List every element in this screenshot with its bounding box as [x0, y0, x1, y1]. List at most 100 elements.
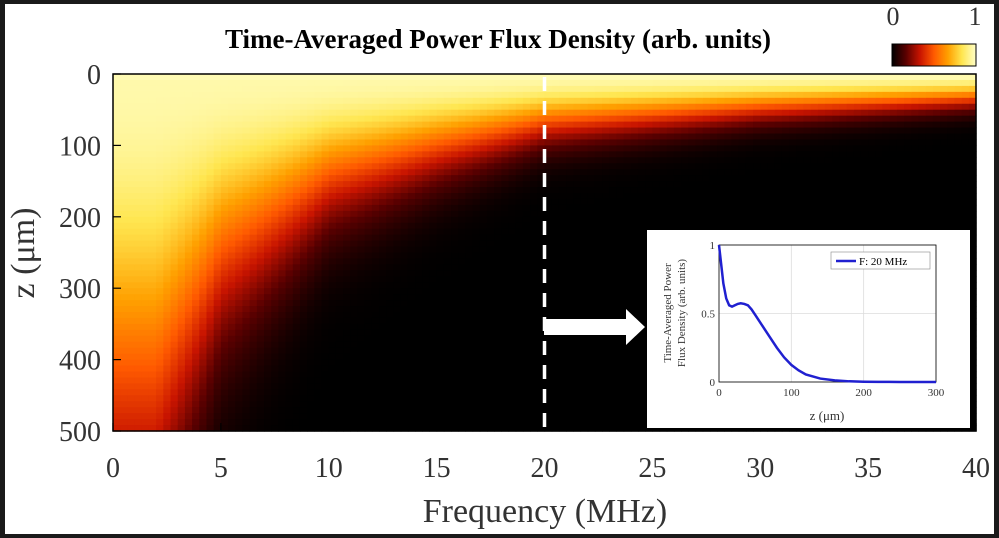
heatmap-cell	[228, 175, 236, 182]
heatmap-cell	[113, 115, 121, 123]
heatmap-cell	[134, 288, 143, 295]
heatmap-cell	[587, 401, 596, 408]
heatmap-cell	[328, 347, 337, 355]
heatmap-cell	[292, 109, 301, 117]
heatmap-cell	[501, 288, 510, 295]
heatmap-cell	[321, 383, 330, 390]
heatmap-cell	[206, 341, 215, 349]
heatmap-cell	[256, 425, 265, 432]
heatmap-cell	[278, 425, 287, 432]
heatmap-cell	[501, 419, 510, 426]
heatmap-cell	[580, 377, 589, 384]
heatmap-cell	[530, 300, 538, 307]
heatmap-cell	[335, 401, 344, 408]
heatmap-cell	[177, 97, 186, 105]
heatmap-cell	[314, 228, 323, 236]
heatmap-cell	[184, 181, 193, 188]
heatmap-cell	[249, 341, 258, 349]
heatmap-cell	[515, 282, 524, 289]
heatmap-cell	[587, 163, 596, 170]
heatmap-cell	[666, 198, 675, 206]
heatmap-cell	[551, 127, 560, 135]
heatmap-cell	[652, 74, 661, 81]
heatmap-cell	[429, 329, 438, 337]
heatmap-cell	[307, 258, 315, 265]
heatmap-cell	[328, 79, 337, 87]
heatmap-cell	[379, 175, 387, 182]
heatmap-cell	[616, 341, 625, 349]
heatmap-cell	[285, 353, 294, 361]
heatmap-cell	[350, 103, 359, 111]
heatmap-cell	[652, 216, 661, 224]
heatmap-cell	[228, 353, 236, 361]
heatmap-cell	[127, 347, 136, 355]
heatmap-cell	[314, 85, 323, 93]
heatmap-cell	[206, 258, 215, 265]
heatmap-cell	[271, 401, 280, 408]
heatmap-cell	[443, 97, 452, 105]
heatmap-cell	[422, 425, 431, 432]
heatmap-cell	[264, 312, 272, 319]
heatmap-cell	[127, 407, 136, 414]
heatmap-cell	[357, 139, 366, 146]
heatmap-cell	[379, 353, 387, 361]
heatmap-cell	[594, 234, 603, 242]
heatmap-cell	[443, 85, 452, 93]
heatmap-cell	[292, 169, 301, 176]
heatmap-cell	[364, 383, 373, 390]
heatmap-cell	[443, 425, 452, 432]
heatmap-cell	[134, 347, 143, 355]
heatmap-cell	[343, 401, 351, 408]
heatmap-cell	[472, 407, 481, 414]
heatmap-cell	[141, 79, 150, 87]
heatmap-cell	[451, 145, 459, 152]
heatmap-cell	[616, 288, 625, 295]
heatmap-cell	[652, 91, 661, 99]
heatmap-cell	[544, 359, 553, 367]
heatmap-cell	[364, 389, 373, 396]
heatmap-cell	[249, 276, 258, 283]
heatmap-cell	[515, 234, 524, 242]
heatmap-cell	[127, 175, 136, 182]
heatmap-cell	[264, 115, 272, 123]
heatmap-cell	[393, 294, 402, 301]
heatmap-cell	[594, 198, 603, 206]
heatmap-cell	[522, 216, 531, 224]
heatmap-cell	[220, 193, 229, 200]
heatmap-cell	[379, 204, 387, 212]
heatmap-cell	[558, 151, 567, 158]
heatmap-cell	[148, 222, 157, 230]
heatmap-cell	[609, 413, 618, 420]
heatmap-cell	[587, 413, 596, 420]
heatmap-cell	[407, 234, 416, 242]
heatmap-cell	[544, 365, 553, 373]
heatmap-cell	[292, 270, 301, 277]
heatmap-cell	[220, 127, 229, 135]
heatmap-cell	[580, 210, 589, 218]
heatmap-cell	[120, 306, 128, 313]
heatmap-cell	[407, 151, 416, 158]
heatmap-cell	[285, 240, 294, 248]
heatmap-cell	[292, 181, 301, 188]
heatmap-cell	[429, 210, 438, 218]
heatmap-cell	[393, 204, 402, 212]
heatmap-cell	[177, 353, 186, 361]
heatmap-cell	[220, 97, 229, 105]
heatmap-cell	[558, 371, 567, 379]
heatmap-cell	[429, 115, 438, 123]
heatmap-cell	[695, 157, 704, 164]
heatmap-cell	[113, 425, 121, 432]
heatmap-cell	[429, 97, 438, 105]
heatmap-cell	[458, 294, 466, 301]
heatmap-cell	[451, 425, 459, 432]
heatmap-cell	[343, 395, 351, 402]
heatmap-cell	[379, 276, 387, 283]
heatmap-cell	[688, 157, 697, 164]
heatmap-cell	[328, 157, 337, 164]
heatmap-cell	[458, 240, 466, 248]
heatmap-cell	[393, 306, 402, 313]
heatmap-cell	[235, 419, 244, 426]
heatmap-cell	[271, 163, 280, 170]
heatmap-cell	[688, 91, 697, 99]
heatmap-cell	[285, 97, 294, 105]
